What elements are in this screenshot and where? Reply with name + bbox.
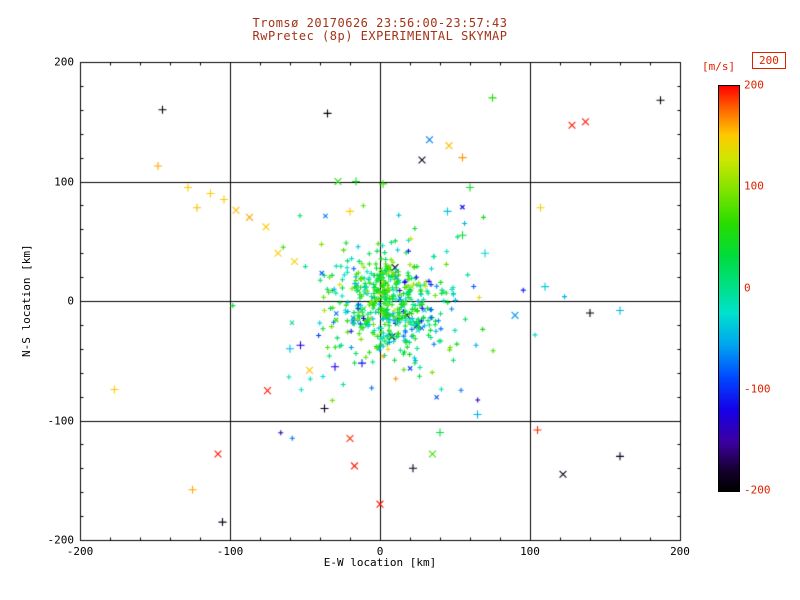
colorbar-max-box: 200	[752, 52, 786, 69]
x-tick-label: -100	[216, 545, 244, 558]
colorbar-tick-label: -100	[744, 382, 771, 396]
x-tick-label: -200	[66, 545, 94, 558]
y-tick-label: -200	[47, 533, 75, 547]
y-tick-label: -100	[47, 414, 75, 427]
colorbar-max-label: 200	[759, 54, 779, 67]
y-tick-label: 100	[54, 175, 74, 188]
x-tick-label: 100	[520, 545, 540, 558]
colorbar-tick-label: 200	[744, 78, 764, 92]
colorbar-tick-label: 100	[744, 179, 764, 193]
y-tick-label: 0	[67, 294, 74, 308]
x-tick-label: 0	[376, 545, 384, 558]
chart-subtitle: RwPretec (8p) EXPERIMENTAL SKYMAP	[252, 29, 508, 43]
chart-title: Tromsø 20170626 23:56:00-23:57:43	[252, 16, 508, 30]
colorbar-unit-label: [m/s]	[702, 60, 736, 73]
colorbar-gradient	[718, 85, 740, 492]
colorbar-tick-label: 0	[744, 281, 751, 294]
colorbar-tick-label: -200	[744, 483, 771, 497]
x-tick-label: 200	[670, 545, 690, 558]
y-tick-label: 200	[54, 55, 74, 69]
x-axis-label: E-W location [km]	[323, 556, 437, 569]
